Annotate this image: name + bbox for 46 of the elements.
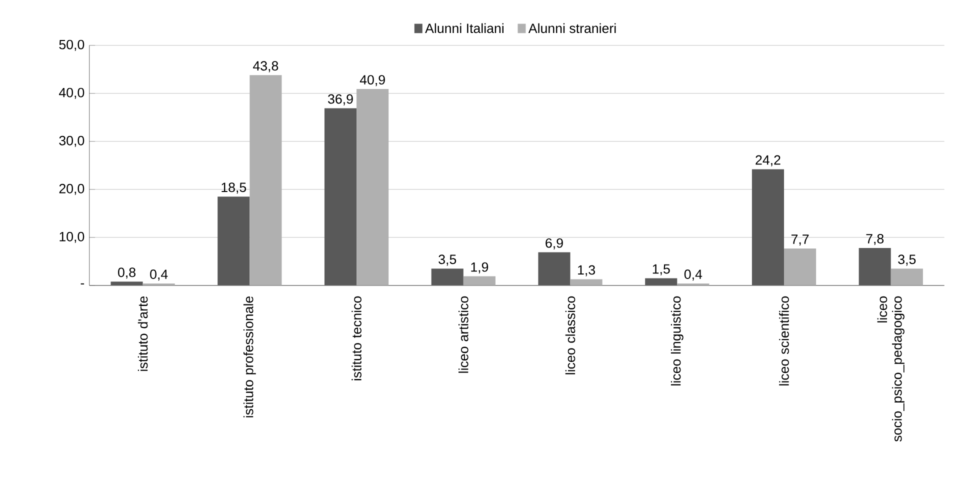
data-label: 0,8 [118, 268, 136, 279]
bar [463, 276, 496, 286]
y-tick-label: 40,0 [59, 88, 84, 99]
x-tick-label: liceo scientifico [779, 296, 789, 386]
legend-label: Alunni stranieri [528, 23, 616, 33]
data-label: 6,9 [546, 238, 563, 250]
bar [250, 75, 282, 286]
y-tick-label: 20,0 [59, 184, 84, 195]
bar [218, 196, 250, 286]
data-label: 1,3 [578, 265, 595, 276]
x-tick-label: istituto d'arte [138, 296, 148, 371]
data-label: 36,9 [328, 94, 353, 106]
data-label: 7,8 [866, 234, 884, 245]
data-label: 40,9 [360, 75, 385, 86]
bar [324, 108, 357, 286]
x-tick-label: liceo linguistico [670, 296, 684, 386]
bar [858, 248, 891, 286]
x-tick-label: istituto professionale [243, 296, 256, 418]
bar [752, 169, 784, 286]
x-tick-label: liceo socio_psico_pedagogico [877, 296, 904, 442]
bar [890, 268, 923, 286]
bar [538, 252, 570, 286]
bar [784, 248, 816, 286]
data-label: 3,5 [438, 254, 456, 266]
x-tick-label: liceo artistico [458, 296, 468, 373]
data-label: 3,5 [898, 254, 916, 266]
bar [570, 279, 602, 286]
y-tick-label: 50,0 [59, 40, 84, 51]
data-label: 7,7 [791, 234, 809, 246]
bar [645, 278, 678, 286]
y-tick-label: - [80, 283, 84, 284]
bar [431, 268, 464, 286]
bar [110, 282, 143, 286]
x-tick-label: istituto tecnico [352, 296, 362, 380]
x-tick-label: liceo classico [565, 296, 576, 374]
legend-label: Alunni Italiani [425, 23, 504, 33]
bar [356, 88, 389, 286]
data-label: 1,9 [471, 262, 488, 274]
data-label: 43,8 [253, 61, 278, 72]
data-label: 24,2 [756, 155, 780, 166]
y-tick-label: 10,0 [60, 232, 84, 243]
y-tick-label: 30,0 [59, 136, 84, 147]
data-label: 18,5 [222, 182, 246, 194]
data-label: 1,5 [652, 264, 670, 276]
data-label: 0,4 [684, 269, 702, 281]
data-label: 0,4 [150, 269, 168, 281]
